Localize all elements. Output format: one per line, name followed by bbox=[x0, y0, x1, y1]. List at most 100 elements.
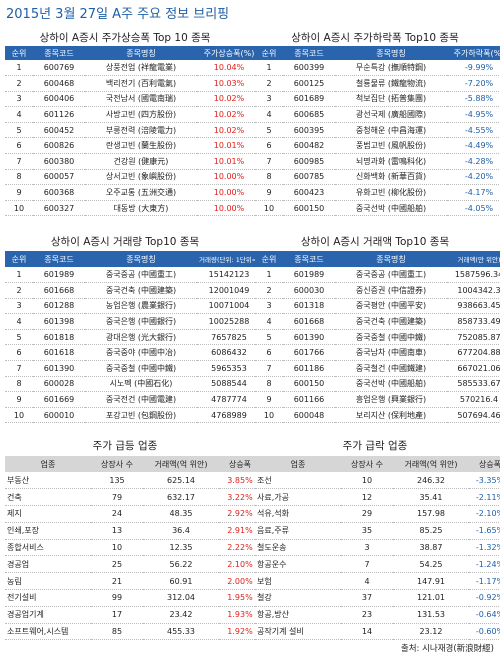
table-cell: -4.20% bbox=[447, 169, 500, 186]
table-cell: -5.88% bbox=[447, 91, 500, 108]
table-cell: 상서고빈 (象嶼股份) bbox=[85, 169, 197, 186]
table-cell: 3 bbox=[255, 91, 283, 108]
table-cell: 600368 bbox=[33, 184, 85, 201]
table-cell: 600327 bbox=[33, 200, 85, 217]
header-row: 순위 종목코드 종목명칭 주가상승폭(%) bbox=[5, 46, 261, 60]
table-cell: 4 bbox=[255, 313, 283, 330]
table-cell: 600826 bbox=[33, 137, 85, 155]
table-cell: 7 bbox=[341, 555, 393, 574]
table-row: 1 601989 중국중공 (中國重工) 15142123 bbox=[5, 267, 261, 284]
table-row: 1 600399 무순특강 (撫順特鋼) -9.99% bbox=[255, 60, 500, 77]
table-cell: 2 bbox=[255, 282, 283, 299]
table-cell: 6 bbox=[255, 344, 283, 362]
table-cell: 1 bbox=[5, 267, 33, 284]
table-cell: 중국평안 (中國平安) bbox=[335, 298, 447, 315]
table-cell: 5 bbox=[5, 122, 33, 139]
table-cell: 10.01% bbox=[197, 153, 261, 170]
table-cell: 5 bbox=[255, 329, 283, 346]
table-cell: 6086432 bbox=[197, 344, 261, 362]
table-section: 상하이 A증시 거래액 Top10 종목 순위 종목코드 종목명칭 거래액(만 위안) 1… bbox=[255, 234, 500, 424]
table-cell: 부릉전력 (涪陵電力) bbox=[85, 122, 197, 139]
table-cell: 5088544 bbox=[197, 376, 261, 393]
table-cell: 60.91 bbox=[143, 572, 219, 591]
table-cell: 37 bbox=[341, 589, 393, 607]
table-row: 농림 21 60.91 2.00% bbox=[5, 572, 261, 591]
table-row: 경공업기계 17 23.42 1.93% bbox=[5, 606, 261, 624]
table-cell: 99 bbox=[91, 589, 143, 607]
table-cell: 중국건축 (中國建築) bbox=[335, 313, 447, 330]
table-cell: 10.00% bbox=[197, 200, 261, 217]
table-cell: 600380 bbox=[33, 153, 85, 170]
table-cell: 3 bbox=[5, 91, 33, 108]
table-cell: 21 bbox=[91, 572, 143, 591]
table-cell: 56.22 bbox=[143, 555, 219, 574]
table-row: 8 600785 신화백화 (新華百貨) -4.20% bbox=[255, 169, 500, 186]
table-row: 8 600150 중국선박 (中國船舶) 585533.67 bbox=[255, 376, 500, 393]
table-cell: 601398 bbox=[33, 313, 85, 330]
column-header: 상승폭 bbox=[219, 456, 261, 472]
table-cell: 601668 bbox=[283, 313, 335, 330]
table-cell: -4.95% bbox=[447, 106, 500, 123]
table-row: 9 601166 흥업은행 (興業銀行) 570216.4 bbox=[255, 391, 500, 408]
table-cell: 601126 bbox=[33, 106, 85, 123]
table-cell: 백리전기 (百利電氣) bbox=[85, 75, 197, 92]
table-row: 인쇄,포장 13 36.4 2.91% bbox=[5, 522, 261, 540]
table-cell: 광대은행 (光大銀行) bbox=[85, 329, 197, 346]
table-section: 상하이 A증시 주가상승폭 Top 10 종목 순위 종목코드 종목명칭 주가상승폭(%… bbox=[5, 30, 261, 217]
table-section: 상하이 A증시 주가하락폭 Top10 종목 순위 종목코드 종목명칭 주가하락폭(%)… bbox=[255, 30, 500, 217]
table-cell: 10 bbox=[255, 407, 283, 424]
table-cell: 중국중야 (中國中冶) bbox=[85, 344, 197, 362]
table-cell: -4.05% bbox=[447, 200, 500, 217]
table-cell: 유화고빈 (柳化股份) bbox=[335, 184, 447, 201]
table-cell: 12001049 bbox=[197, 282, 261, 299]
table-cell: 4 bbox=[5, 313, 33, 330]
table-cell: 135 bbox=[91, 472, 143, 490]
table-cell: 9 bbox=[5, 391, 33, 408]
table-row: 소프트웨어,시스템 85 455.33 1.92% bbox=[5, 623, 261, 641]
table-cell: 농림 bbox=[5, 572, 91, 591]
table-row: 7 600985 뇌명과화 (雷鳴科化) -4.28% bbox=[255, 153, 500, 170]
column-header: 상장사 수 bbox=[341, 456, 393, 472]
table-cell: 23 bbox=[341, 606, 393, 624]
table-row: 2 600125 철룡물류 (鐵龍物流) -7.20% bbox=[255, 75, 500, 92]
table-cell: -3.35% bbox=[469, 472, 500, 490]
table-cell: 종합서비스 bbox=[5, 539, 91, 557]
table-cell: 10 bbox=[255, 200, 283, 217]
table-cell: 항공운수 bbox=[255, 555, 341, 574]
table-row: 경공업 25 56.22 2.10% bbox=[5, 555, 261, 574]
table-cell: 54.25 bbox=[393, 555, 469, 574]
table-cell: 경공업 bbox=[5, 555, 91, 574]
table-row: 3 600406 국전남서 (國電南瑞) 10.02% bbox=[5, 91, 261, 108]
table-cell: 중청해운 (中昌海運) bbox=[335, 122, 447, 139]
table-cell: 공작기계 설비 bbox=[255, 623, 341, 641]
table-cell: 2 bbox=[5, 282, 33, 299]
table-cell: 4 bbox=[255, 106, 283, 123]
table-cell: 2.91% bbox=[219, 522, 261, 540]
column-header: 종목명칭 bbox=[85, 46, 197, 60]
table-cell: 음료,주류 bbox=[255, 522, 341, 540]
table-cell: 철룡물류 (鐵龍物流) bbox=[335, 75, 447, 92]
table-cell: 3.22% bbox=[219, 488, 261, 507]
table-cell: 8 bbox=[5, 169, 33, 186]
section-title: 주가 급등 업종 bbox=[92, 440, 158, 452]
table-cell: 600468 bbox=[33, 75, 85, 92]
table-section: 주가 급등 업종 업종 상장사 수 거래액(억 위안) 상승폭 부동산 135 625.14 3… bbox=[5, 437, 261, 641]
table-cell: 4787774 bbox=[197, 391, 261, 408]
table-cell: 3 bbox=[255, 298, 283, 315]
table-cell: 600406 bbox=[33, 91, 85, 108]
table-cell: 중국선박 (中國船舶) bbox=[335, 200, 447, 217]
table-cell: 600150 bbox=[283, 200, 335, 217]
table-cell: 600125 bbox=[283, 75, 335, 92]
table-cell: 1004342.3 bbox=[447, 282, 500, 299]
table-cell: 35 bbox=[341, 522, 393, 540]
table-row: 10 600327 대동방 (大東方) 10.00% bbox=[5, 200, 261, 217]
table-cell: 10.03% bbox=[197, 75, 261, 92]
table-cell: 625.14 bbox=[143, 472, 219, 490]
table-cell: -0.60% bbox=[469, 623, 500, 641]
table-cell: 752085.87 bbox=[447, 329, 500, 346]
table-cell: 23.42 bbox=[143, 606, 219, 624]
column-header: 순위 bbox=[5, 251, 33, 267]
